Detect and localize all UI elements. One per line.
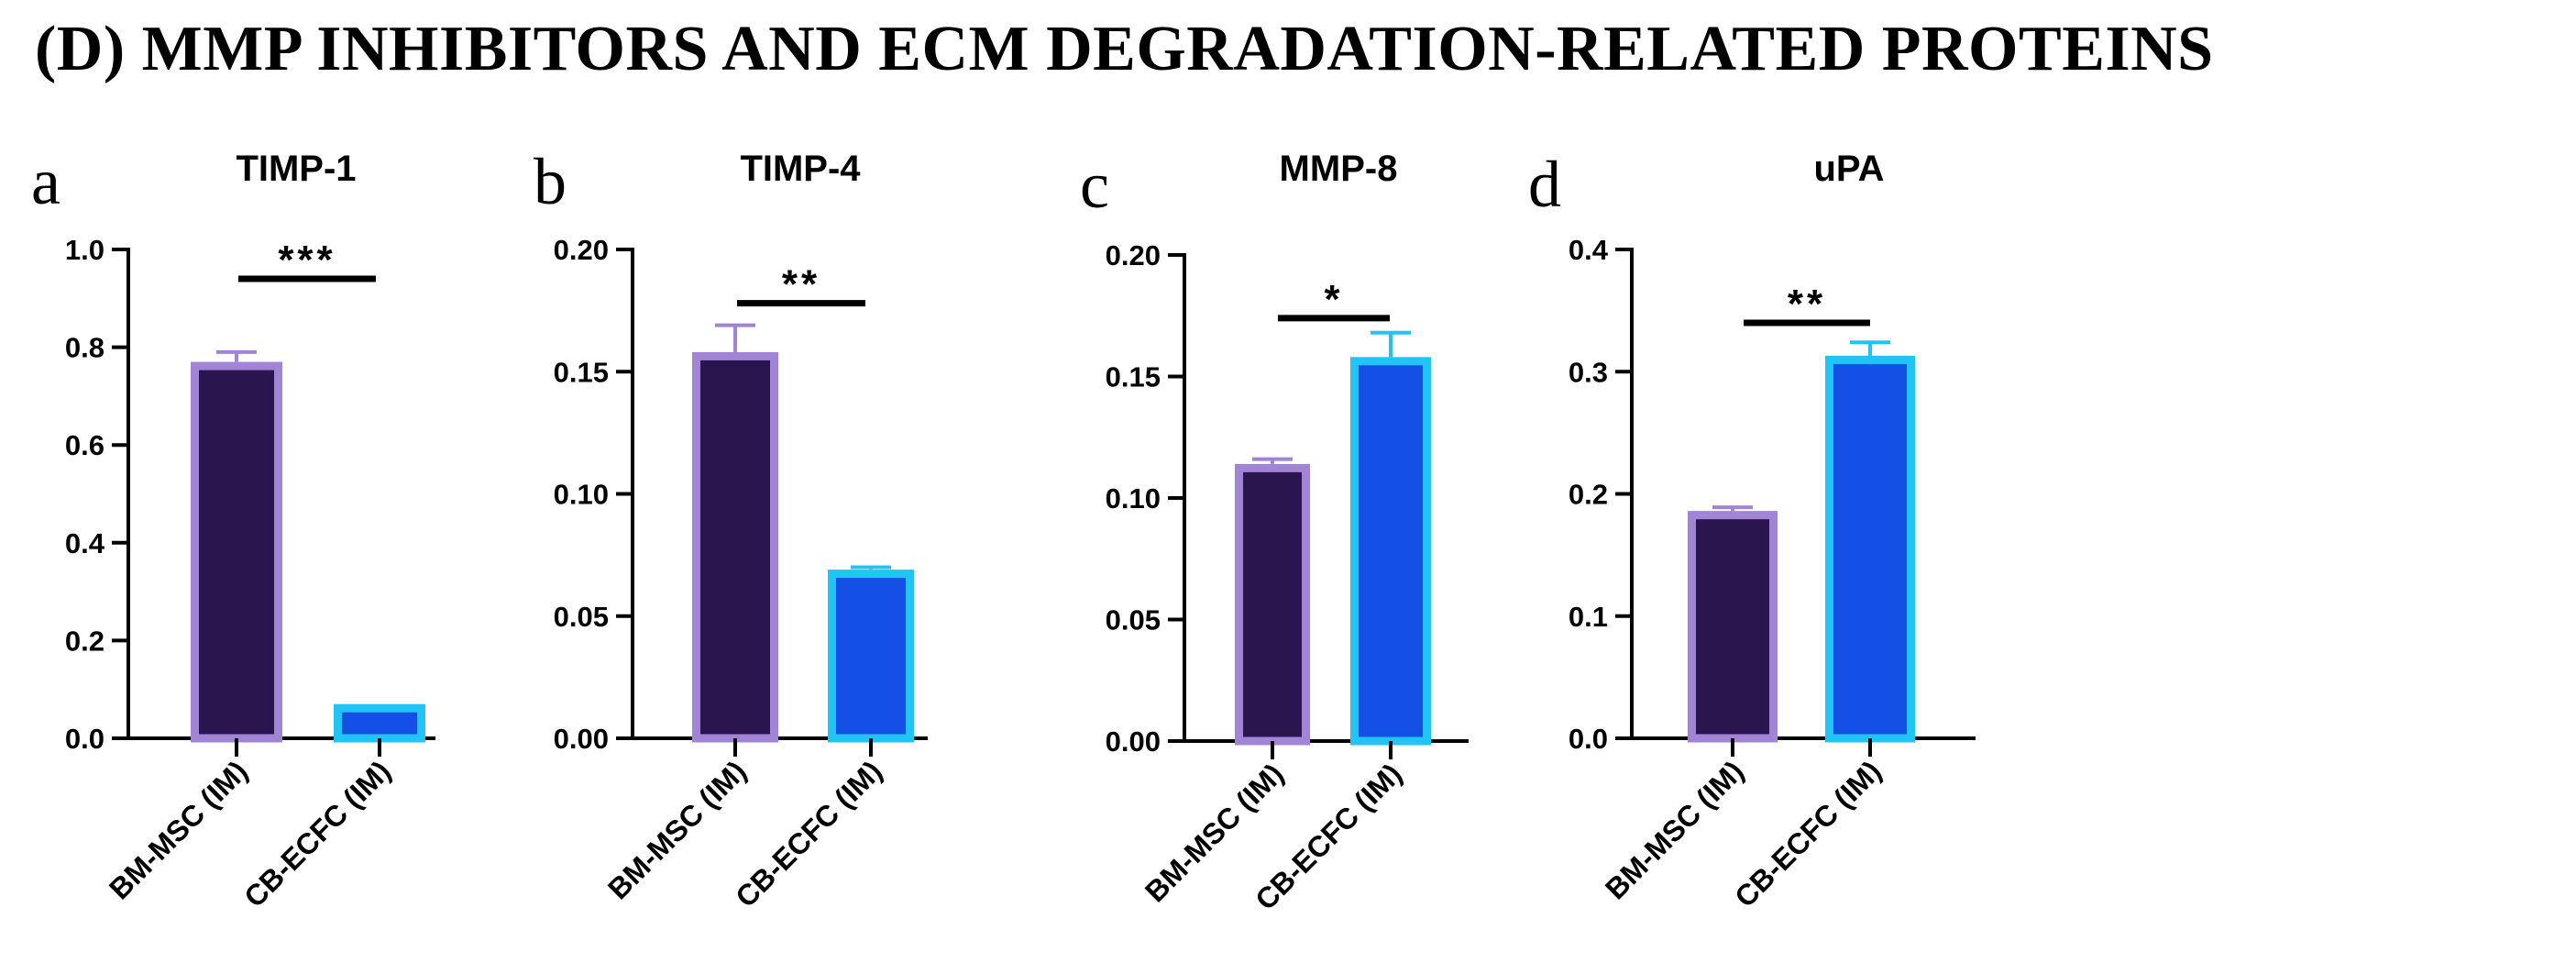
category-label: BM-MSC (IM) [601, 754, 753, 905]
panel-letter: c [1080, 149, 1109, 222]
y-tick-label: 0.05 [554, 601, 609, 633]
y-tick-label: 0.4 [65, 527, 105, 559]
y-tick-label: 0.3 [1569, 356, 1608, 388]
y-tick-label: 0.4 [1569, 234, 1609, 266]
significance-label: ** [782, 262, 820, 307]
y-tick-label: 0.1 [1569, 601, 1608, 633]
y-tick-label: 1.0 [65, 234, 105, 266]
panel-letter: b [534, 145, 567, 218]
chart-title: TIMP-1 [236, 149, 356, 189]
y-tick-label: 0.10 [554, 479, 609, 511]
chart-title: MMP-8 [1280, 149, 1398, 189]
significance-label: *** [278, 238, 336, 282]
y-tick-label: 0.2 [1569, 479, 1608, 511]
y-tick-label: 0.00 [554, 723, 609, 755]
bar [828, 570, 914, 743]
y-tick-label: 0.20 [554, 234, 609, 266]
y-tick-label: 0.20 [1106, 239, 1161, 271]
y-tick-label: 0.0 [65, 723, 105, 755]
figure-title: (D) MMP INHIBITORS AND ECM DEGRADATION-R… [35, 14, 2214, 84]
bar [692, 351, 778, 743]
y-tick-label: 0.05 [1106, 604, 1161, 636]
panel-letter: a [31, 145, 61, 218]
category-label: CB-ECFC (IM) [237, 754, 397, 913]
category-label: BM-MSC (IM) [1599, 754, 1750, 905]
bar [1688, 511, 1778, 743]
category-label: CB-ECFC (IM) [729, 754, 888, 913]
bar [334, 703, 425, 743]
y-tick-label: 0.00 [1106, 725, 1161, 758]
y-tick-label: 0.0 [1569, 723, 1608, 755]
chart-title: uPA [1813, 149, 1884, 189]
chart-title: TIMP-4 [740, 149, 861, 189]
y-tick-label: 0.8 [65, 332, 105, 364]
bar [191, 361, 282, 743]
bar [1825, 355, 1915, 743]
significance-label: ** [1788, 282, 1826, 327]
category-label: BM-MSC (IM) [103, 754, 254, 905]
y-tick-label: 0.15 [1106, 361, 1161, 393]
y-tick-label: 0.2 [65, 625, 105, 657]
bar [1235, 463, 1310, 746]
significance-label: * [1324, 277, 1343, 322]
category-label: CB-ECFC (IM) [1728, 754, 1888, 913]
bar [1350, 357, 1431, 746]
y-tick-label: 0.10 [1106, 482, 1161, 515]
y-tick-label: 0.15 [554, 356, 609, 388]
y-tick-label: 0.6 [65, 429, 105, 461]
panel-letter: d [1528, 148, 1561, 221]
